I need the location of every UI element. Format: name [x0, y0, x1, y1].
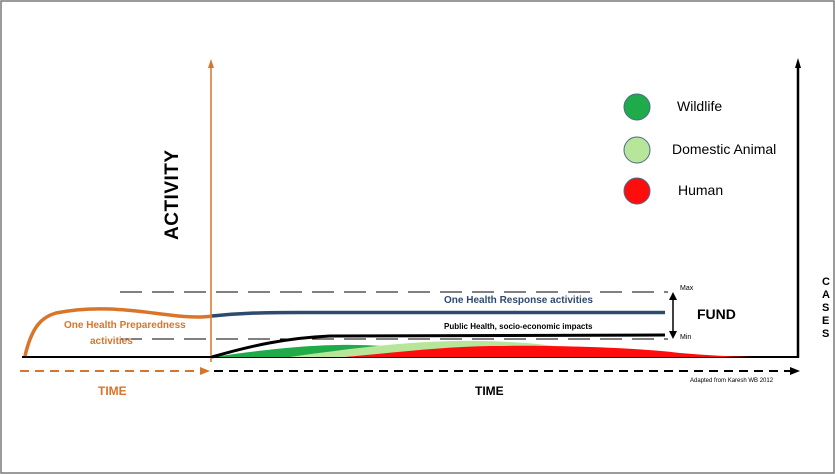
- legend-human-marker: [623, 177, 651, 205]
- cases-letter: S: [822, 328, 830, 340]
- preparedness-label-line1: One Health Preparedness: [64, 320, 186, 331]
- cases-axis-arrow: [795, 58, 801, 68]
- cases-letter: S: [822, 302, 830, 314]
- legend-wildlife-marker: [623, 93, 651, 121]
- credit-text: Adapted from Karesh WB 2012: [690, 378, 774, 384]
- min-label: Min: [680, 334, 692, 341]
- cases-axis-label: C A S E S: [822, 276, 830, 341]
- time-axis-left-arrow: [200, 367, 210, 375]
- preparedness-curve: [23, 307, 213, 357]
- time-axis-right-arrow: [790, 367, 800, 375]
- fund-arrow-up: [669, 292, 677, 300]
- legend-domestic-marker: [623, 136, 651, 164]
- time-left-label: TIME: [98, 384, 127, 398]
- activity-axis-label: ACTIVITY: [162, 149, 183, 240]
- impacts-curve: [211, 333, 666, 359]
- impacts-label: Public Health, socio-economic impacts: [444, 322, 593, 331]
- response-curve: [211, 310, 665, 318]
- legend-human-label: Human: [678, 182, 724, 198]
- fund-arrow-down: [669, 331, 677, 339]
- fund-label: FUND: [697, 306, 736, 322]
- legend-domestic-label: Domestic Animal: [672, 141, 777, 157]
- max-label: Max: [680, 285, 694, 292]
- cases-letter: E: [822, 315, 830, 327]
- legend-wildlife-label: Wildlife: [677, 98, 723, 114]
- cases-letter: A: [822, 289, 830, 301]
- response-label: One Health Response activities: [444, 295, 593, 306]
- cases-letter: C: [822, 276, 830, 288]
- human-area: [345, 345, 760, 357]
- preparedness-label-line2: activities: [90, 336, 133, 347]
- activity-axis-arrow: [208, 59, 214, 68]
- time-right-label: TIME: [475, 384, 504, 398]
